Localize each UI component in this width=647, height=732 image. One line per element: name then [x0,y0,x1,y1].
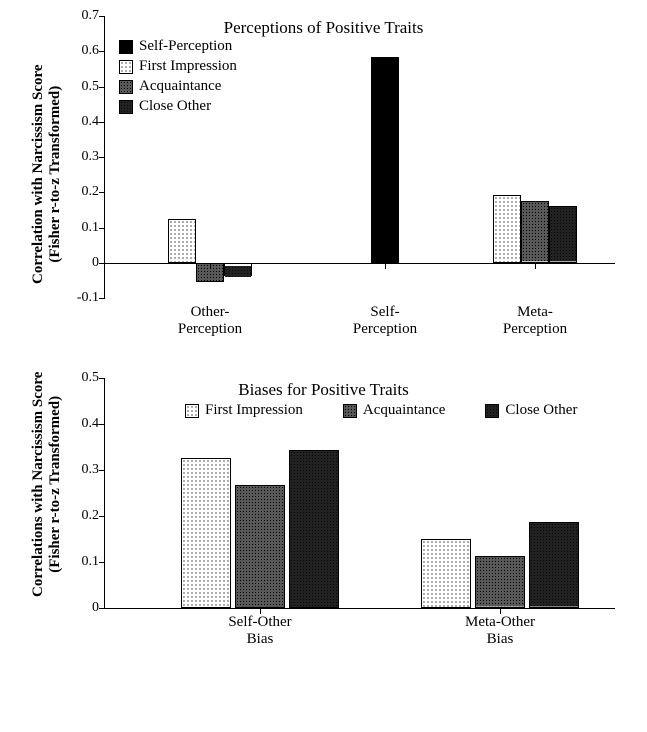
bar-close [224,263,252,276]
y-tick [99,470,105,471]
y-tick-label: 0.4 [65,114,99,130]
x-tick [535,263,536,269]
y-tick-label: 0.1 [65,554,99,570]
chart-perceptions: Perceptions of Positive Traits Correlati… [12,16,635,348]
legend-label: First Impression [139,58,237,75]
legend-label: Self-Perception [139,38,232,55]
y-tick [99,192,105,193]
bar-close [289,450,339,608]
y-tick-label: 0.3 [65,149,99,165]
legend-swatch-close [485,404,499,418]
legend-swatch-acq [119,80,133,94]
legend-item: Acquaintance [343,402,445,419]
y-tick [99,378,105,379]
x-group-label: Other- Perception [140,304,280,337]
legend: First Impression Acquaintance Close Othe… [185,402,577,419]
legend: Self-Perception First Impression Acquain… [119,38,237,118]
y-tick-label: 0.5 [65,370,99,386]
legend-item: Close Other [119,98,237,115]
legend-label: Acquaintance [363,402,445,419]
legend-label: First Impression [205,402,303,419]
bar-self [371,57,399,263]
y-tick-label: 0.2 [65,508,99,524]
y-axis-label-2: (Fisher r-to-z Transformed) [47,86,63,263]
y-tick [99,51,105,52]
y-tick-label: 0.1 [65,220,99,236]
legend-swatch-self [119,40,133,54]
chart-biases: Biases for Positive Traits Correlations … [12,378,635,658]
legend-swatch-first [185,404,199,418]
y-tick-label: 0.2 [65,184,99,200]
legend-label: Acquaintance [139,78,221,95]
y-axis-label-1: Correlations with Narcissism Score [30,371,46,596]
legend-label: Close Other [505,402,577,419]
bar-first [181,458,231,608]
x-group-label: Meta- Perception [465,304,605,337]
bar-first [168,219,196,263]
x-group-label: Meta-Other Bias [430,614,570,647]
legend-item: Acquaintance [119,78,237,95]
y-tick [99,562,105,563]
y-axis-label-1: Correlation with Narcissism Score [30,64,46,284]
legend-swatch-first [119,60,133,74]
bar-acq [235,485,285,608]
bar-first [493,195,521,263]
bar-close [549,206,577,262]
bar-first [421,539,471,608]
x-group-label: Self- Perception [315,304,455,337]
y-tick [99,228,105,229]
y-tick-label: 0 [65,255,99,271]
x-group-label: Self-Other Bias [190,614,330,647]
legend-label: Close Other [139,98,211,115]
legend-item: First Impression [185,402,303,419]
y-tick [99,16,105,17]
legend-item: Self-Perception [119,38,237,55]
legend-item: First Impression [119,58,237,75]
y-tick [99,157,105,158]
x-tick [210,263,211,269]
bar-acq [475,556,525,608]
y-tick-label: 0.3 [65,462,99,478]
y-tick [99,87,105,88]
y-tick-label: 0 [65,600,99,616]
y-tick [99,122,105,123]
y-axis-label-2: (Fisher r-to-z Transformed) [47,395,63,572]
y-tick-label: 0.6 [65,43,99,59]
x-tick [385,263,386,269]
y-tick-label: 0.7 [65,8,99,24]
y-tick-label: 0.5 [65,79,99,95]
y-tick-label: 0.4 [65,416,99,432]
y-tick-label: -0.1 [65,290,99,306]
bar-acq [521,201,549,262]
legend-item: Close Other [485,402,577,419]
legend-swatch-acq [343,404,357,418]
bar-close [529,522,579,608]
legend-swatch-close [119,100,133,114]
y-tick [99,516,105,517]
y-tick [99,298,105,299]
y-tick [99,424,105,425]
